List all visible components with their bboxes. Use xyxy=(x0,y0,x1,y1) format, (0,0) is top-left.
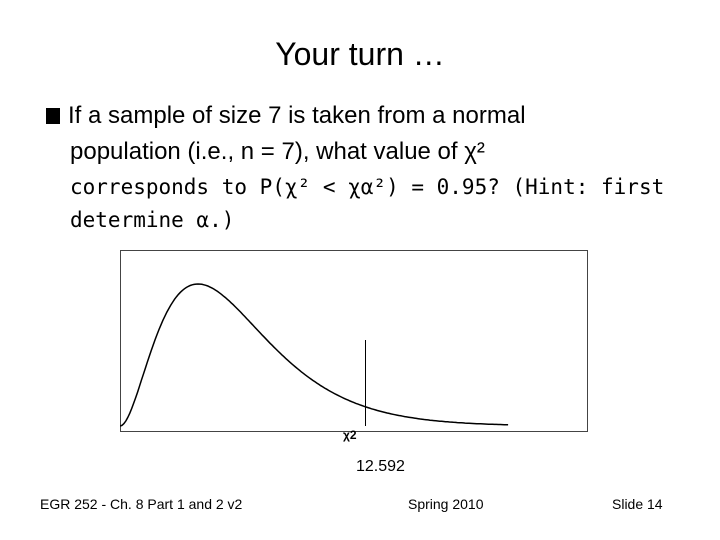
chi-square-chart xyxy=(120,283,509,427)
bullet-square-icon xyxy=(46,108,60,124)
bullet-line-2: population (i.e., n = 7), what value of … xyxy=(70,138,485,165)
slide-title: Your turn … xyxy=(275,36,445,72)
bullet-line-3: corresponds to P(χ² < χα²) = 0.95? (Hint… xyxy=(70,175,665,199)
chart-frame xyxy=(120,250,588,432)
footer-term: Spring 2010 xyxy=(408,496,484,512)
critical-value-label: 12.592 xyxy=(356,458,405,475)
density-curve xyxy=(120,283,509,427)
bullet-line-1: If a sample of size 7 is taken from a no… xyxy=(46,100,526,132)
footer-course: EGR 252 - Ch. 8 Part 1 and 2 v2 xyxy=(40,496,243,512)
bullet-line-4: determine α.) xyxy=(70,208,235,232)
bullet-text-1: If a sample of size 7 is taken from a no… xyxy=(68,102,526,129)
x-axis-label: χ2 xyxy=(343,428,357,442)
footer-slide-number: Slide 14 xyxy=(612,496,663,512)
